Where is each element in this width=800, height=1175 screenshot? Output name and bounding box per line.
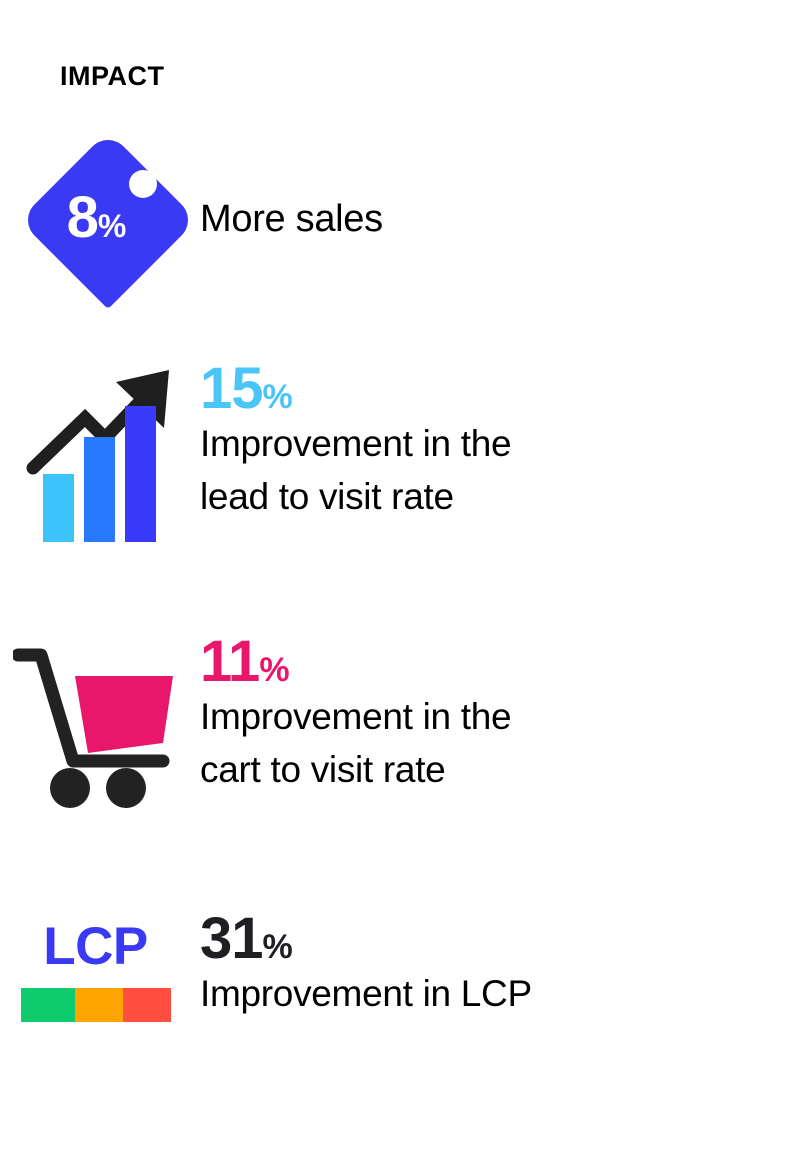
metric-value-percent: % [262,928,293,966]
metric-row-lead-to-visit: 15% Improvement in the lead to visit rat… [0,360,800,570]
metric-value-number: 15 [200,356,264,421]
metric-label-cart-to-visit-line2: cart to visit rate [200,748,446,790]
metric-icon-container: 8% [0,130,200,310]
metric-value-number: 11 [200,629,260,694]
lcp-segment-good [20,988,75,1022]
metric-value-cart-to-visit: 11% [200,633,760,691]
tag-value: 8% [13,189,188,247]
cart-glyph [11,648,173,808]
metric-icon-container [0,633,200,818]
tag-hole-icon [128,170,157,198]
lcp-segment-needs-improvement [74,988,123,1022]
lcp-meter-bars [20,988,171,1022]
growth-bar-chart-icon [13,360,188,550]
metric-row-lcp: LCP 31% Improvement in LCP [0,910,800,1060]
metric-label-lead-to-visit-line1: Improvement in the [200,423,512,464]
lcp-meter-icon: LCP [13,910,188,1035]
metric-body: 31% Improvement in LCP [200,910,800,1021]
metric-icon-container [0,360,200,550]
metric-value-percent: % [262,378,293,416]
page-title: IMPACT [60,61,165,91]
shopping-cart-icon [11,633,188,818]
metric-label-lead-to-visit-line2: lead to visit rate [200,475,454,517]
metric-icon-container: LCP [0,910,200,1035]
tag-value-number: 8 [66,185,99,250]
metric-label-cart-to-visit-line1: Improvement in the [200,696,512,737]
metric-label-more-sales: More sales [200,198,383,241]
metric-body: 11% Improvement in the cart to visit rat… [200,633,800,796]
metric-label-lcp: Improvement in LCP [200,973,532,1014]
metric-value-number: 31 [200,906,264,971]
metric-body: More sales [200,193,800,247]
discount-tag-icon: 8% [13,130,197,310]
metric-value-lead-to-visit: 15% [200,360,760,418]
metric-value-lcp: 31% [200,910,760,968]
tag-value-percent: % [97,208,126,244]
growth-bar-2 [83,437,115,542]
growth-bar-1 [42,474,74,542]
growth-bar-3 [124,406,156,542]
metric-row-cart-to-visit: 11% Improvement in the cart to visit rat… [0,633,800,848]
metric-row-more-sales: 8% More sales [0,130,800,310]
metric-body: 15% Improvement in the lead to visit rat… [200,360,800,523]
lcp-label: LCP [43,917,148,976]
metric-value-percent: % [259,651,290,689]
lcp-segment-poor [122,988,171,1022]
